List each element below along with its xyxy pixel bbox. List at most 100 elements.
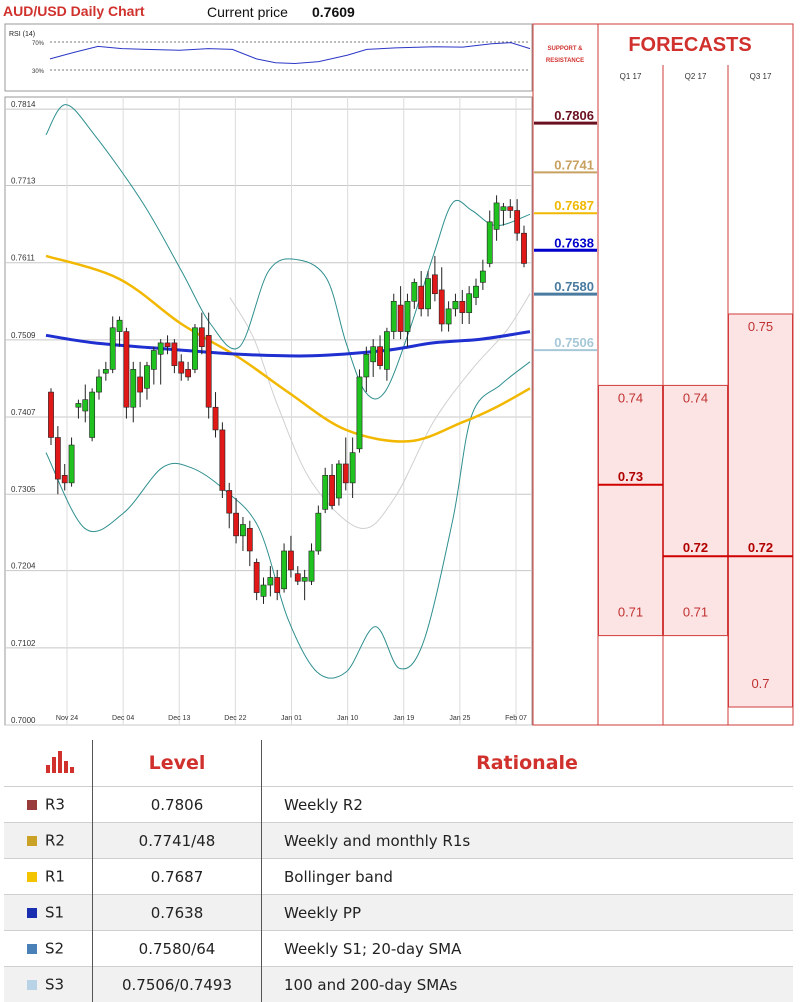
rsi-label: RSI (14) (9, 31, 35, 38)
candle-body (227, 490, 232, 513)
candle-body (90, 392, 95, 437)
forecast-main-label: 0.72 (748, 540, 773, 555)
level-color-swatch (27, 800, 37, 810)
candle-body (371, 347, 376, 362)
price-label: Current price (207, 4, 288, 20)
candle-body (460, 301, 465, 312)
level-color-swatch (27, 944, 37, 954)
candle-body (384, 332, 389, 370)
x-tick-label: Dec 22 (224, 715, 246, 722)
table-icon-cell (4, 740, 93, 787)
candle (357, 369, 362, 452)
rsi-30-label: 30% (32, 69, 45, 75)
levels-header-2: RESISTANCE (546, 58, 584, 64)
candle-body (336, 464, 341, 498)
chart-title: AUD/USD Daily Chart (3, 3, 145, 19)
y-tick-label: 0.7305 (11, 485, 36, 494)
candle (220, 422, 225, 498)
candle-body (446, 309, 451, 324)
candle-body (377, 347, 382, 366)
candle-body (199, 328, 204, 347)
y-tick-label: 0.7611 (11, 254, 35, 263)
level-code-cell: R2 (4, 823, 93, 859)
forecast-min-label: 0.71 (683, 605, 708, 620)
candle-body (398, 305, 403, 331)
candle-body (309, 551, 314, 581)
rsi-70-label: 70% (32, 41, 45, 47)
level-color-swatch (27, 836, 37, 846)
candle-body (48, 392, 53, 437)
candle-body (419, 286, 424, 309)
rationale-header: Rationale (262, 740, 794, 787)
x-tick-label: Jan 01 (281, 715, 302, 722)
candle-body (281, 551, 286, 589)
candle-body (275, 577, 280, 592)
candle-body (144, 366, 149, 389)
candle-body (131, 369, 136, 407)
forecast-range-box (664, 385, 728, 635)
candle-body (521, 233, 526, 263)
level-color-swatch (27, 872, 37, 882)
level-code: S1 (45, 904, 64, 922)
candle-body (343, 464, 348, 483)
candle-body (62, 475, 67, 483)
level-code: R2 (45, 832, 65, 850)
candle-body (508, 207, 513, 211)
forecast-range-box (729, 314, 793, 707)
candle-body (240, 524, 245, 535)
candle-body (487, 222, 492, 264)
level-value: 0.7580/64 (93, 931, 262, 967)
x-tick-label: Dec 04 (112, 715, 134, 722)
candle-body (467, 294, 472, 313)
y-tick-label: 0.7407 (11, 408, 36, 417)
candle-body (83, 400, 88, 411)
forecast-max-label: 0.74 (683, 390, 708, 405)
level-color-swatch (27, 980, 37, 990)
levels-panel (533, 24, 598, 725)
candle-body (220, 430, 225, 491)
level-rationale: Weekly PP (262, 895, 794, 931)
sr-level-label: 0.7638 (554, 235, 594, 250)
candle-body (364, 354, 369, 377)
sr-level-label: 0.7506 (554, 335, 594, 350)
candle-body (117, 320, 122, 331)
forecast-max-label: 0.74 (618, 390, 643, 405)
forecast-min-label: 0.7 (751, 676, 769, 691)
level-rationale: 100 and 200-day SMAs (262, 967, 794, 1002)
sr-level-label: 0.7806 (554, 108, 594, 123)
candle-body (213, 407, 218, 430)
level-value: 0.7687 (93, 859, 262, 895)
level-value: 0.7741/48 (93, 823, 262, 859)
candle-body (323, 475, 328, 509)
candle-body (158, 343, 163, 354)
candle-body (96, 377, 101, 392)
candle-body (432, 275, 437, 294)
forecast-main-label: 0.72 (683, 540, 708, 555)
level-code-cell: R1 (4, 859, 93, 895)
candle-body (247, 528, 252, 551)
candle-body (261, 585, 266, 596)
y-tick-label: 0.7204 (11, 562, 36, 571)
candle-body (69, 445, 74, 483)
candle (48, 388, 53, 445)
candle-body (439, 290, 444, 324)
candle (281, 543, 286, 592)
level-rationale: Bollinger band (262, 859, 794, 895)
y-tick-label: 0.7509 (11, 331, 36, 340)
rsi-panel (5, 24, 532, 91)
level-header: Level (93, 740, 262, 787)
level-value: 0.7806 (93, 787, 262, 823)
bar-chart-icon (46, 749, 76, 773)
candle (316, 506, 321, 555)
y-tick-label: 0.7814 (11, 100, 36, 109)
forecast-col-label: Q1 17 (620, 72, 642, 81)
candle-body (412, 282, 417, 301)
candle-body (192, 328, 197, 370)
